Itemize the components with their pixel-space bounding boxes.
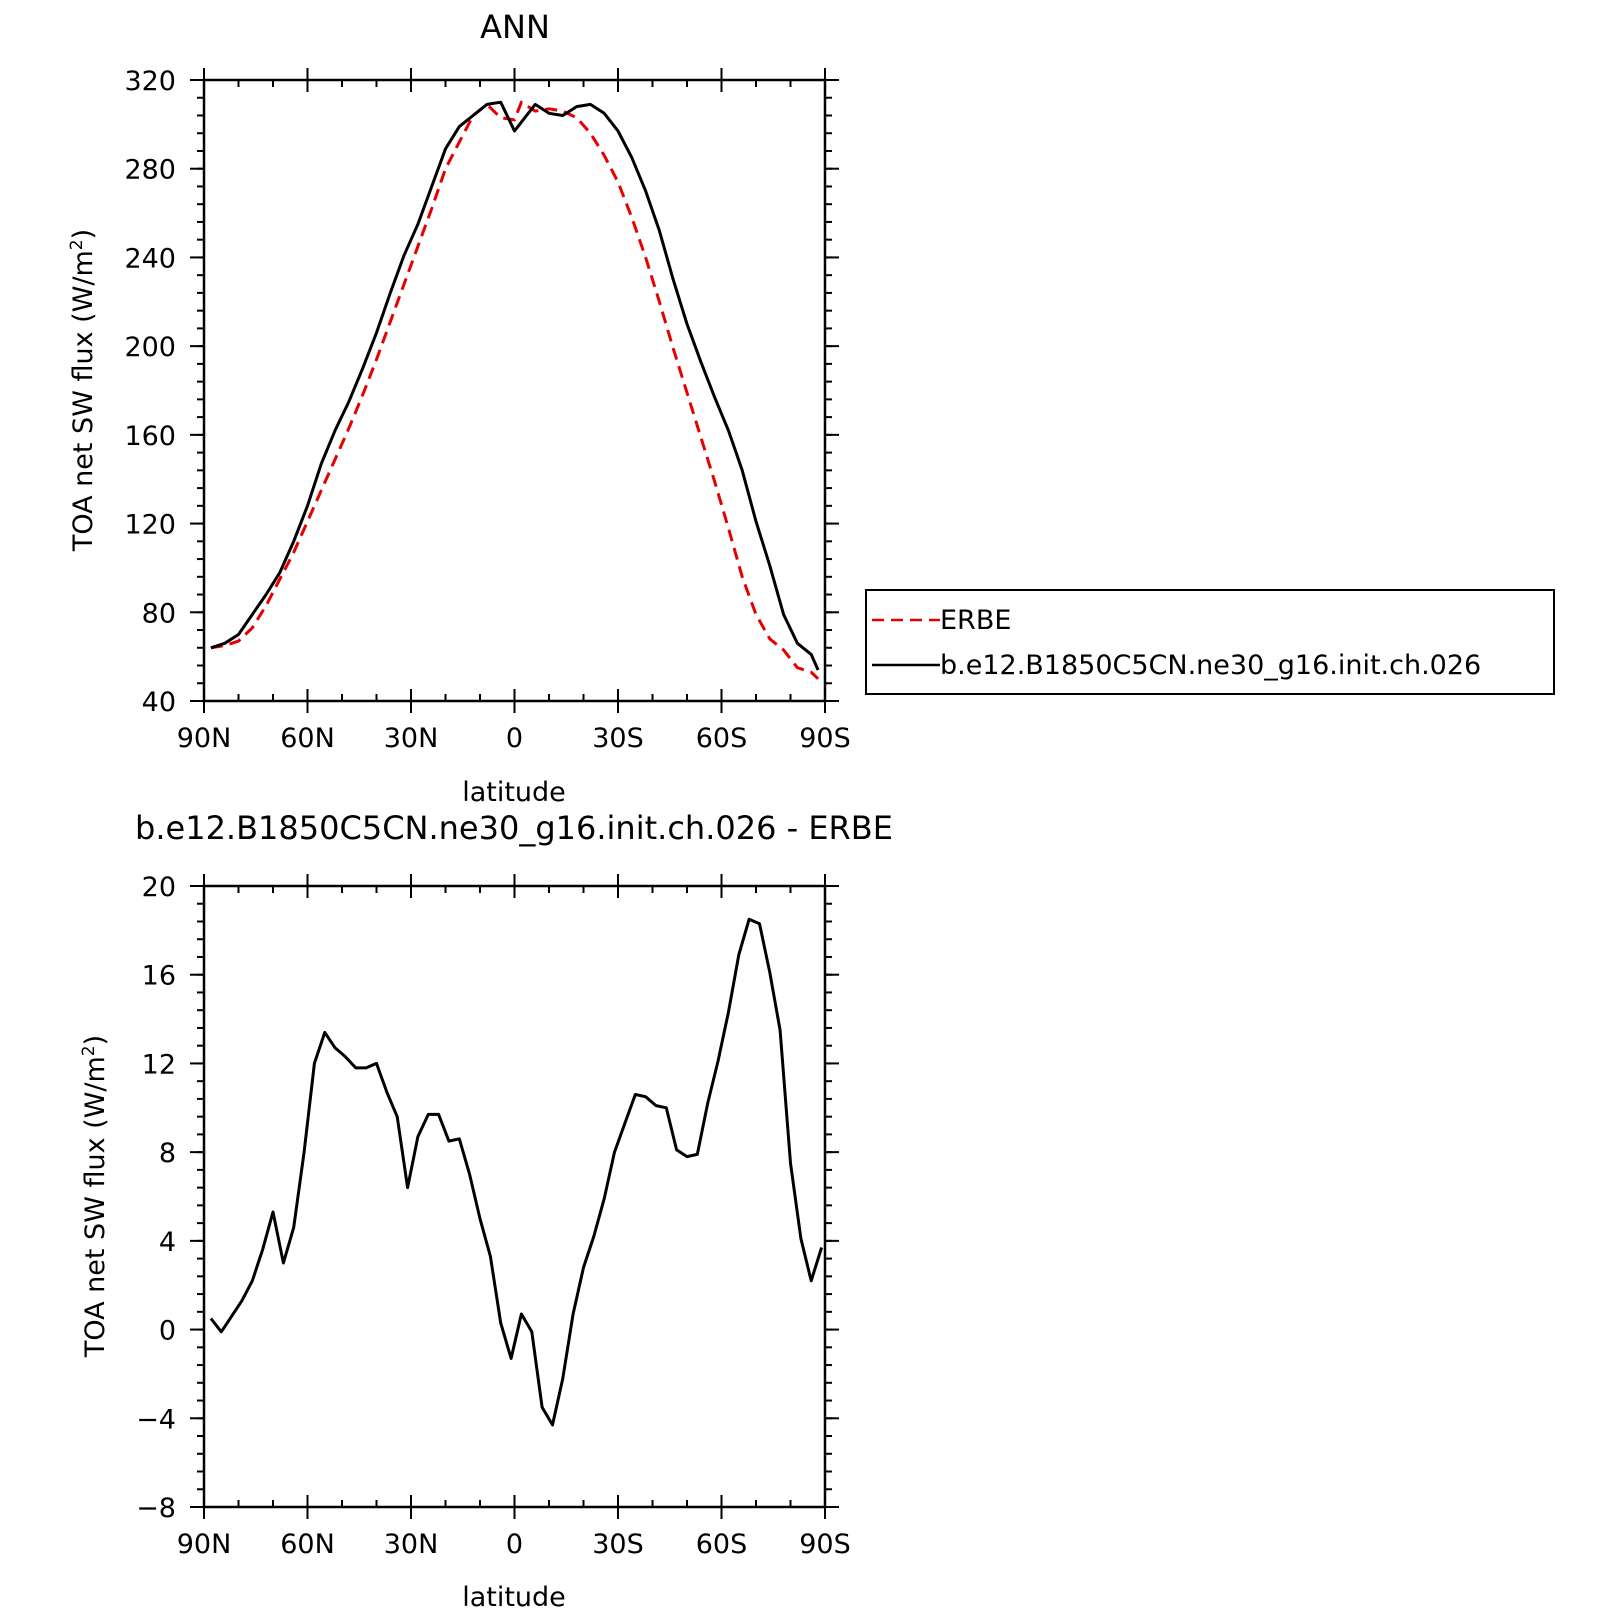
y-tick-label: 120	[124, 510, 176, 541]
top-chart-plot-frame	[202, 78, 827, 703]
bottom-chart-series	[209, 917, 824, 1427]
series-line-model	[209, 917, 824, 1427]
x-tick-label: 30S	[592, 1529, 644, 1560]
y-tick-label: 16	[142, 961, 176, 992]
bottom-chart: b.e12.B1850C5CN.ne30_g16.init.ch.026 - E…	[79, 809, 893, 1613]
top-chart-x-axis-title: latitude	[462, 777, 566, 808]
bottom-chart-title: b.e12.B1850C5CN.ne30_g16.init.ch.026 - E…	[135, 809, 893, 847]
y-tick-label: −8	[136, 1493, 176, 1524]
bottom-chart-tick-labels: 90N 60N 30N 0 30S 60S 90S −8 −4 0 4 8 12 16 20	[136, 872, 851, 1560]
x-tick-label: 90N	[177, 723, 232, 754]
series-line-erbe	[210, 100, 820, 680]
y-tick-label: 280	[124, 155, 176, 186]
x-tick-label: 30N	[384, 1529, 439, 1560]
x-tick-label: 60N	[280, 1529, 335, 1560]
x-tick-label: 30S	[592, 723, 644, 754]
top-chart-ticks	[190, 68, 839, 713]
x-tick-label: 0	[506, 1529, 523, 1560]
x-tick-label: 30N	[384, 723, 439, 754]
y-tick-label: 0	[159, 1316, 176, 1347]
bottom-chart-plot-frame	[202, 884, 827, 1509]
y-tick-label: 8	[159, 1138, 176, 1169]
legend-erbe-label: ERBE	[940, 605, 1011, 636]
y-tick-label: 200	[124, 332, 176, 363]
bottom-chart-x-axis-title: latitude	[462, 1582, 566, 1613]
legend-box	[865, 589, 1555, 695]
y-tick-label: 12	[142, 1049, 176, 1080]
y-tick-label: −4	[136, 1404, 176, 1435]
legend: ERBE b.e12.B1850C5CN.ne30_g16.init.ch.02…	[865, 589, 1555, 695]
y-tick-label: 80	[142, 598, 176, 629]
y-tick-label: 240	[124, 243, 176, 274]
y-tick-label: 4	[159, 1227, 176, 1258]
x-tick-label: 0	[506, 723, 523, 754]
top-chart-series	[210, 100, 820, 680]
top-chart-title: ANN	[480, 8, 550, 46]
series-line-model	[210, 100, 820, 671]
x-tick-label: 60N	[280, 723, 335, 754]
x-tick-label: 60S	[696, 1529, 748, 1560]
bottom-chart-y-axis-title: TOA net SW flux (W/m2)	[79, 1035, 111, 1358]
top-chart: ANN 90N 60N 30N 0 30S 60S 90S 40 80 120 160 200 240 2…	[67, 8, 851, 808]
x-tick-label: 90N	[177, 1529, 232, 1560]
y-tick-label: 320	[124, 66, 176, 97]
legend-model-label: b.e12.B1850C5CN.ne30_g16.init.ch.026	[940, 650, 1481, 681]
x-tick-label: 90S	[799, 723, 851, 754]
top-chart-y-axis-title: TOA net SW flux (W/m2)	[67, 229, 99, 552]
y-tick-label: 40	[142, 687, 176, 718]
x-tick-label: 90S	[799, 1529, 851, 1560]
y-tick-label: 160	[124, 421, 176, 452]
y-tick-label: 20	[142, 872, 176, 903]
x-tick-label: 60S	[696, 723, 748, 754]
bottom-chart-ticks	[190, 874, 839, 1519]
top-chart-tick-labels: 90N 60N 30N 0 30S 60S 90S 40 80 120 160 200 240 280 32…	[124, 66, 850, 754]
